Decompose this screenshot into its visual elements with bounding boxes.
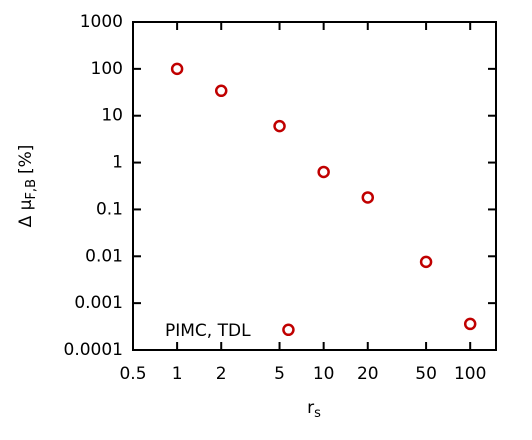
point <box>361 191 375 204</box>
y-tick-label: 1 <box>112 153 123 173</box>
point <box>214 84 228 98</box>
y-tick-label: 1000 <box>80 12 123 32</box>
x-tick-label: 50 <box>415 364 437 384</box>
y-tick-label: 0.1 <box>96 199 123 219</box>
x-tick-label: 20 <box>357 364 379 384</box>
y-tick-label: 0.0001 <box>64 340 123 360</box>
y-tick-label: 100 <box>91 59 123 79</box>
x-tick-label: 2 <box>216 364 227 384</box>
point <box>282 323 295 337</box>
x-axis-label: rs <box>307 398 321 421</box>
point <box>317 165 330 179</box>
plot-frame <box>132 21 497 351</box>
point <box>170 62 184 76</box>
y-tick-label: 10 <box>101 106 123 126</box>
x-tick-label: 1 <box>172 364 183 384</box>
point <box>419 255 433 269</box>
x-tick-label: 0.5 <box>119 364 146 384</box>
y-axis-label: Δ μF,B[%] <box>16 145 39 228</box>
annotation: PIMC, TDL <box>165 321 251 341</box>
point <box>463 317 477 331</box>
x-tick-label: 100 <box>454 364 486 384</box>
x-tick-label: 5 <box>274 364 285 384</box>
x-tick-label: 10 <box>313 364 335 384</box>
y-tick-label: 0.001 <box>74 293 123 313</box>
y-tick-label: 0.01 <box>85 246 123 266</box>
point <box>273 119 286 133</box>
